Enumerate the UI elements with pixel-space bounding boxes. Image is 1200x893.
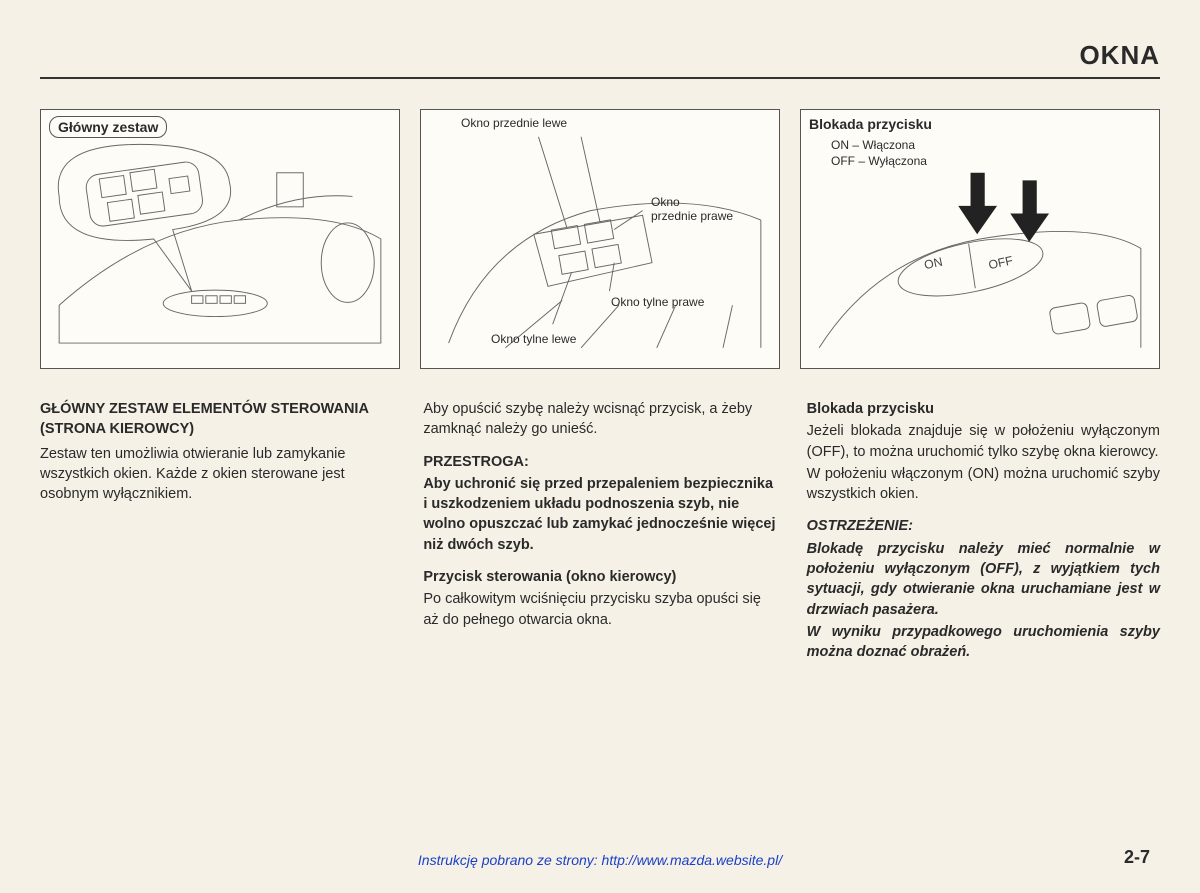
- section-title: OKNA: [1079, 40, 1160, 70]
- fig2-rear-right: Okno tylne prawe: [611, 295, 704, 309]
- fig2-illustration: [427, 116, 773, 362]
- col2-caution-title: PRZESTROGA:: [423, 452, 776, 472]
- figure-main-set: Główny zestaw: [40, 109, 400, 369]
- footer-source-link[interactable]: Instrukcję pobrano ze strony: http://www…: [0, 852, 1200, 868]
- column-2: Aby opuścić szybę należy wcisnąć przycis…: [423, 399, 776, 675]
- fig3-illustration: ON OFF: [807, 116, 1153, 362]
- text-columns: GŁÓWNY ZESTAW ELEMENTÓW STEROWANIA (STRO…: [40, 399, 1160, 675]
- fig3-off: OFF – Wyłączona: [831, 154, 927, 168]
- fig1-illustration: [47, 116, 393, 362]
- on-label-svg: ON: [923, 255, 944, 273]
- page-number: 2-7: [1124, 847, 1150, 868]
- fig2-rear-left: Okno tylne lewe: [491, 332, 576, 346]
- column-1: GŁÓWNY ZESTAW ELEMENTÓW STEROWANIA (STRO…: [40, 399, 393, 675]
- col2-caution-body: Aby uchronić się przed przepaleniem bezp…: [423, 474, 776, 494]
- col3-title: Blokada przycisku: [807, 399, 1160, 419]
- off-label-svg: OFF: [987, 253, 1014, 272]
- col3-warn-body2: W wyniku przypadkowego uruchomienia szyb…: [807, 622, 1160, 663]
- fig2-front-right: Okno przednie prawe: [651, 195, 733, 223]
- column-3: Blokada przycisku Jeżeli blokada znajduj…: [807, 399, 1160, 675]
- col2-p1: Aby opuścić szybę należy wcisnąć przycis…: [423, 399, 776, 440]
- col2-sub-body: Po całkowitym wciśnięciu przycisku szyba…: [423, 589, 776, 630]
- figure-window-switches: Okno przednie lewe Okno przednie prawe O…: [420, 109, 780, 369]
- col1-title: GŁÓWNY ZESTAW ELEMENTÓW STEROWANIA (STRO…: [40, 399, 393, 440]
- figure-lock-button: Blokada przycisku ON – Włączona OFF – Wy…: [800, 109, 1160, 369]
- fig3-title: Blokada przycisku: [809, 116, 932, 132]
- page-header: OKNA: [40, 40, 1160, 79]
- col3-warn-title: OSTRZEŻENIE:: [807, 516, 1160, 536]
- col3-warn-body: Blokadę przycisku należy mieć normalnie …: [807, 539, 1160, 620]
- col2-sub-title: Przycisk sterowania (okno kierowcy): [423, 567, 776, 587]
- col3-body2: W położeniu włączonym (ON) można uruchom…: [807, 464, 1160, 505]
- col3-body: Jeżeli blokada znajduje się w położeniu …: [807, 421, 1160, 462]
- fig2-front-left: Okno przednie lewe: [461, 116, 567, 130]
- col2-caution-body2: i uszkodzeniem układu podnoszenia szyb, …: [423, 494, 776, 555]
- figure-row: Główny zestaw: [40, 109, 1160, 369]
- col1-body: Zestaw ten umożliwia otwieranie lub zamy…: [40, 444, 393, 505]
- fig3-on: ON – Włączona: [831, 138, 915, 152]
- fig1-label: Główny zestaw: [49, 116, 167, 138]
- manual-page: OKNA Główny zestaw: [0, 0, 1200, 893]
